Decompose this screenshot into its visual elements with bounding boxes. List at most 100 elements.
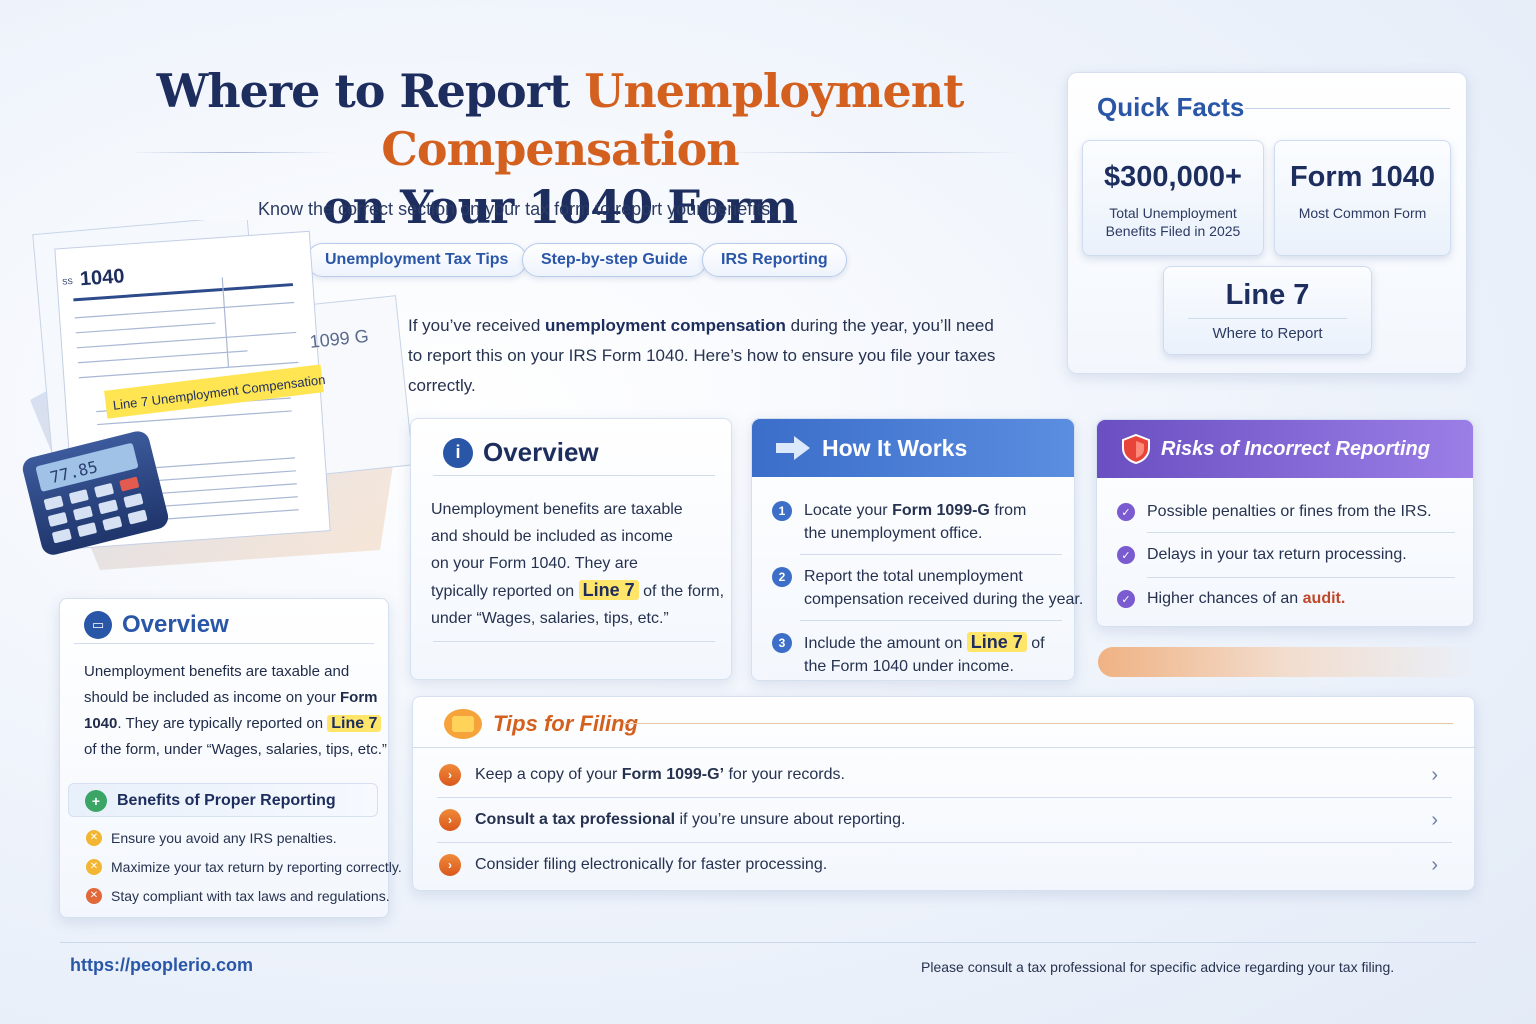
risk-item: ✓ Possible penalties or fines from the I… <box>1117 492 1455 532</box>
page-title: Where to Report Unemployment Compensatio… <box>60 62 1060 236</box>
title-line2: on Your 1040 Form <box>322 180 798 234</box>
step-text-bold: Form 1099-G <box>892 502 990 519</box>
step-number: 3 <box>772 633 792 653</box>
overview-left-line: should be included as income on your <box>84 689 340 706</box>
intro-text-bold: unemployment compensation <box>545 316 786 335</box>
line7-highlight: Line 7 <box>578 580 639 600</box>
tip-text-bold: Form 1099-G’ <box>621 766 725 783</box>
plus-icon: + <box>85 790 107 812</box>
risk-text: Delays in your tax return processing. <box>1147 546 1407 563</box>
benefit-text: Maximize your tax return by reporting co… <box>111 858 402 875</box>
tip-divider <box>437 797 1452 798</box>
intro-text-post: during the year, you’ll need to report t… <box>408 316 996 395</box>
overview-left-line: . They are typically reported on <box>117 715 328 732</box>
title-line1-pre: Where to Report <box>156 64 585 118</box>
chevron-right-icon[interactable]: › <box>1431 763 1438 786</box>
tip-item[interactable]: › Consider filing electronically for fas… <box>413 843 1476 887</box>
form-1040-label: 1040 <box>79 265 125 290</box>
shield-icon <box>1122 433 1150 465</box>
benefits-title: Benefits of Proper Reporting <box>117 792 336 809</box>
step-text: from <box>989 502 1027 519</box>
folder-icon <box>444 709 482 739</box>
footer-divider <box>60 942 1476 943</box>
tips-title: Tips for Filing <box>493 711 639 736</box>
overview-center-line: under “Wages, salaries, tips, etc.” <box>431 610 669 627</box>
stat-where-to-report: Line 7 Where to Report <box>1163 266 1372 355</box>
benefit-text: Stay compliant with tax laws and regulat… <box>111 887 390 904</box>
benefit-text: Ensure you avoid any IRS penalties. <box>111 829 337 846</box>
step-text: Report the total unemployment <box>804 568 1023 585</box>
tips-title-rule <box>623 723 1453 724</box>
step-number: 1 <box>772 501 792 521</box>
tip-item[interactable]: › Consult a tax professional if you’re u… <box>413 798 1476 842</box>
card-icon: ▭ <box>84 611 112 639</box>
risks-card: Risks of Incorrect Reporting ✓ Possible … <box>1096 419 1474 627</box>
tip-text: if you’re unsure about reporting. <box>675 811 906 828</box>
tip-item[interactable]: › Keep a copy of your Form 1099-G’ for y… <box>413 753 1476 797</box>
overview-left-card: ▭ Overview Unemployment benefits are tax… <box>59 598 402 918</box>
quick-facts-rule <box>1245 108 1450 109</box>
overview-left-line: of the form, under “Wages, salaries, tip… <box>84 741 387 758</box>
pill-unemployment-tax-tips[interactable]: Unemployment Tax Tips <box>306 243 528 277</box>
subtitle: Know the correct section on your tax for… <box>258 199 776 219</box>
info-icon: i <box>443 437 473 468</box>
decorative-swoosh <box>1098 647 1478 677</box>
overview-center-rule-bottom <box>433 641 715 642</box>
risks-header: Risks of Incorrect Reporting <box>1097 420 1473 478</box>
benefit-bullet-icon: ✕ <box>86 858 102 875</box>
line7-highlight: Line 7 <box>966 632 1027 652</box>
benefit-item: ✕ Ensure you avoid any IRS penalties. <box>86 823 402 852</box>
overview-center-line: on your Form 1040. They are <box>431 555 638 572</box>
pill-step-by-step-guide[interactable]: Step-by-step Guide <box>522 243 707 277</box>
step-item: 1 Locate your Form 1099-G from the unempl… <box>772 499 1062 545</box>
overview-left-bold: 1040 <box>84 715 118 732</box>
overview-left-bold: Form <box>340 689 378 706</box>
how-it-works-title: How It Works <box>822 434 968 461</box>
tax-form-illustration-art: 1040 SS 1099 G Line 7 Unemployment Compe… <box>22 215 414 570</box>
step-text: Locate your <box>804 502 893 519</box>
step-text: Include the amount on <box>804 635 967 652</box>
line7-highlight: Line 7 <box>327 715 382 732</box>
stat-value: Form 1040 <box>1289 161 1436 193</box>
stat-label-line1: Total Unemployment <box>1109 205 1237 221</box>
step-text: of <box>1026 635 1045 652</box>
benefits-header: + Benefits of Proper Reporting <box>68 783 378 817</box>
stat-label-line1: Most Common Form <box>1298 205 1427 221</box>
tax-form-illustration: 1040 SS 1099 G Line 7 Unemployment Compe… <box>20 215 415 590</box>
stat-divider <box>1188 318 1347 319</box>
chevron-right-icon[interactable]: › <box>1431 853 1438 876</box>
step-item: 3 Include the amount on Line 7 of the For… <box>772 631 1062 678</box>
tip-text: Keep a copy of your <box>475 766 622 783</box>
pill-irs-reporting[interactable]: IRS Reporting <box>702 243 847 277</box>
step-divider <box>800 554 1062 555</box>
tips-card: Tips for Filing › Keep a copy of your Fo… <box>412 696 1476 891</box>
chevron-right-icon[interactable]: › <box>1431 808 1438 831</box>
overview-center-line: typically reported on <box>431 583 579 600</box>
quick-facts-title: Quick Facts <box>1097 92 1245 122</box>
stat-most-common-form: Form 1040 Most Common Form <box>1274 140 1451 256</box>
step-number: 2 <box>772 567 792 587</box>
benefit-bullet-icon: ✕ <box>86 887 102 904</box>
stat-label-line2: Benefits Filed in 2025 <box>1105 223 1241 239</box>
chevron-right-icon: › <box>439 854 461 876</box>
tip-divider <box>437 842 1452 843</box>
risk-item: ✓ Delays in your tax return processing. <box>1117 533 1455 577</box>
risk-divider <box>1147 532 1455 533</box>
benefit-item: ✕ Maximize your tax return by reporting … <box>86 852 402 881</box>
tip-text: Consider filing electronically for faste… <box>475 856 828 873</box>
chevron-right-icon: › <box>439 764 461 786</box>
stat-label-line1: Where to Report <box>1212 325 1323 342</box>
overview-center-title: Overview <box>483 437 599 467</box>
title-rule-left <box>130 152 335 153</box>
footer-url-link[interactable]: https://peoplerio.com <box>70 955 254 975</box>
overview-center-line: and should be included as income <box>431 528 673 545</box>
overview-center-rule <box>433 475 715 476</box>
step-text: the Form 1040 under income. <box>804 658 1014 675</box>
footer-disclaimer: Please consult a tax professional for sp… <box>921 959 1395 975</box>
chevron-right-icon: › <box>439 809 461 831</box>
step-text: compensation received during the year. <box>804 591 1084 608</box>
overview-left-text: Unemployment benefits are taxable and sh… <box>84 659 387 763</box>
form-tiny-label: SS <box>62 277 73 287</box>
tips-header-rule <box>413 747 1476 748</box>
check-icon: ✓ <box>1117 546 1135 564</box>
